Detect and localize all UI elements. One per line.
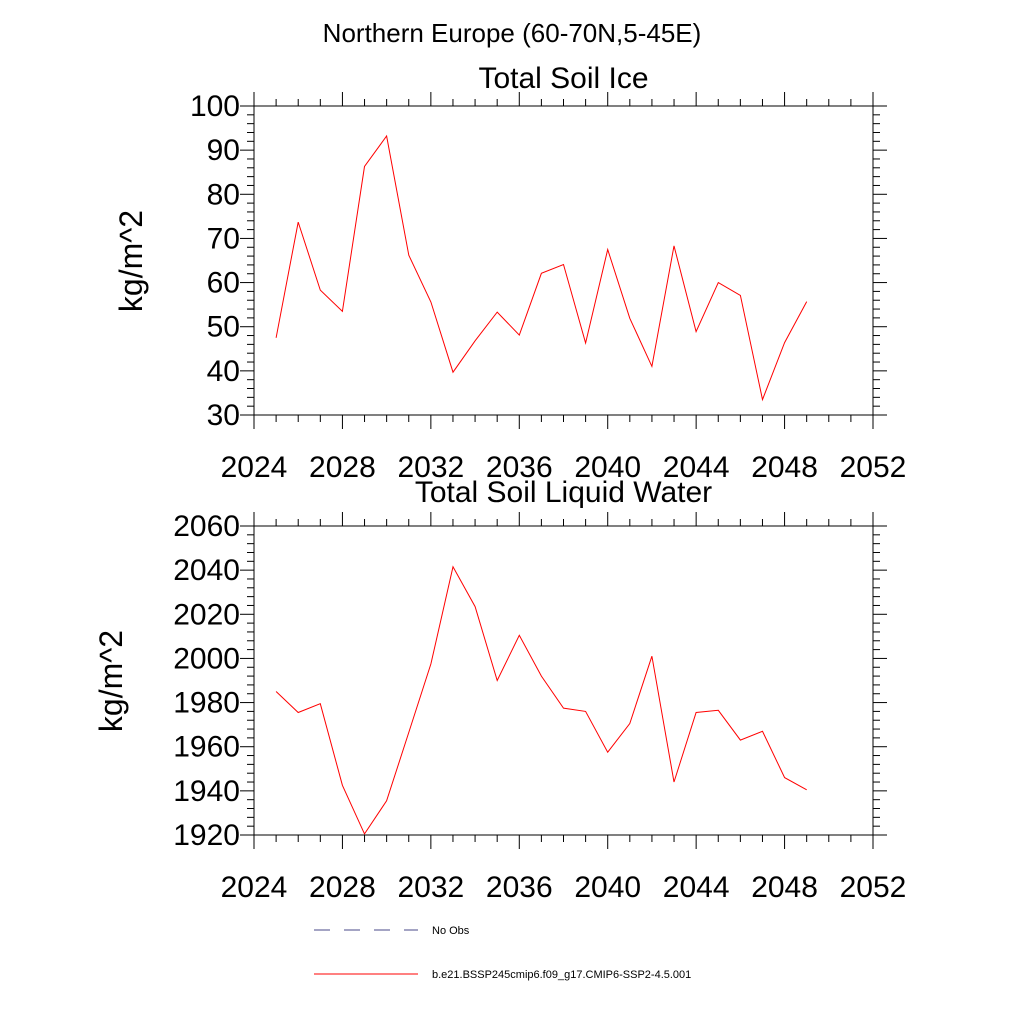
soil-ice-y-tick-label: 80 bbox=[207, 178, 240, 211]
soil-ice-x-tick-label: 2052 bbox=[840, 451, 907, 484]
soil-liquid-water-y-tick-label: 1980 bbox=[173, 687, 240, 720]
soil-liquid-water-title: Total Soil Liquid Water bbox=[415, 476, 712, 509]
soil-ice-x-tick-label: 2028 bbox=[309, 451, 376, 484]
legend: No Obs b.e21.BSSP245cmip6.f09_g17.CMIP6-… bbox=[314, 925, 691, 981]
legend-model-label: b.e21.BSSP245cmip6.f09_g17.CMIP6-SSP2-4.… bbox=[432, 969, 691, 981]
soil-ice-y-tick-label: 60 bbox=[207, 267, 240, 300]
soil-ice-y-tick-label: 70 bbox=[207, 222, 240, 255]
soil-liquid-water-x-tick-label: 2044 bbox=[663, 871, 730, 904]
soil-liquid-water-x-tick-label: 2036 bbox=[486, 871, 553, 904]
soil-ice-title: Total Soil Ice bbox=[478, 62, 648, 95]
soil-liquid-water-plot-frame bbox=[253, 525, 874, 836]
soil-ice-y-axis-label: kg/m^2 bbox=[113, 210, 149, 312]
soil-liquid-water-panel: Total Soil Liquid Water kg/m^2 2024 2028 203… bbox=[93, 476, 906, 904]
soil-ice-panel: Total Soil Ice kg/m^2 2024 2028 2032 2036 2040… bbox=[113, 62, 906, 484]
soil-ice-x-tick-label: 2044 bbox=[663, 451, 730, 484]
soil-liquid-water-x-tick-label: 2048 bbox=[751, 871, 818, 904]
soil-liquid-water-x-tick-label: 2024 bbox=[221, 871, 288, 904]
soil-liquid-water-y-axis-label: kg/m^2 bbox=[93, 630, 129, 732]
soil-liquid-water-x-tick-label: 2052 bbox=[840, 871, 907, 904]
soil-liquid-water-x-tick-label: 2032 bbox=[397, 871, 464, 904]
soil-ice-plot-frame bbox=[253, 105, 874, 416]
soil-ice-x-tick-label: 2048 bbox=[751, 451, 818, 484]
soil-liquid-water-y-tick-label: 1920 bbox=[173, 819, 240, 852]
soil-liquid-water-y-tick-label: 2020 bbox=[173, 598, 240, 631]
soil-liquid-water-x-tick-label: 2028 bbox=[309, 871, 376, 904]
soil-ice-y-tick-label: 40 bbox=[207, 355, 240, 388]
soil-ice-x-tick-label: 2036 bbox=[486, 451, 553, 484]
soil-liquid-water-y-tick-label: 1960 bbox=[173, 731, 240, 764]
soil-liquid-water-y-tick-label: 2000 bbox=[173, 642, 240, 675]
legend-no-obs-label: No Obs bbox=[432, 925, 470, 937]
soil-ice-y-tick-label: 30 bbox=[207, 399, 240, 432]
soil-ice-y-tick-label: 50 bbox=[207, 311, 240, 344]
soil-liquid-water-y-tick-label: 1940 bbox=[173, 775, 240, 808]
soil-liquid-water-y-tick-label: 2040 bbox=[173, 554, 240, 587]
soil-ice-y-tick-label: 90 bbox=[207, 134, 240, 167]
soil-ice-x-tick-label: 2040 bbox=[574, 451, 641, 484]
soil-liquid-water-series-line bbox=[275, 565, 807, 835]
figure-suptitle: Northern Europe (60-70N,5-45E) bbox=[323, 18, 702, 48]
soil-ice-x-tick-label: 2032 bbox=[397, 451, 464, 484]
soil-liquid-water-y-tick-label: 2060 bbox=[173, 510, 240, 543]
soil-ice-x-tick-label: 2024 bbox=[221, 451, 288, 484]
soil-ice-series-line bbox=[275, 134, 808, 402]
soil-ice-y-tick-label: 100 bbox=[190, 90, 240, 123]
soil-liquid-water-x-tick-label: 2040 bbox=[574, 871, 641, 904]
